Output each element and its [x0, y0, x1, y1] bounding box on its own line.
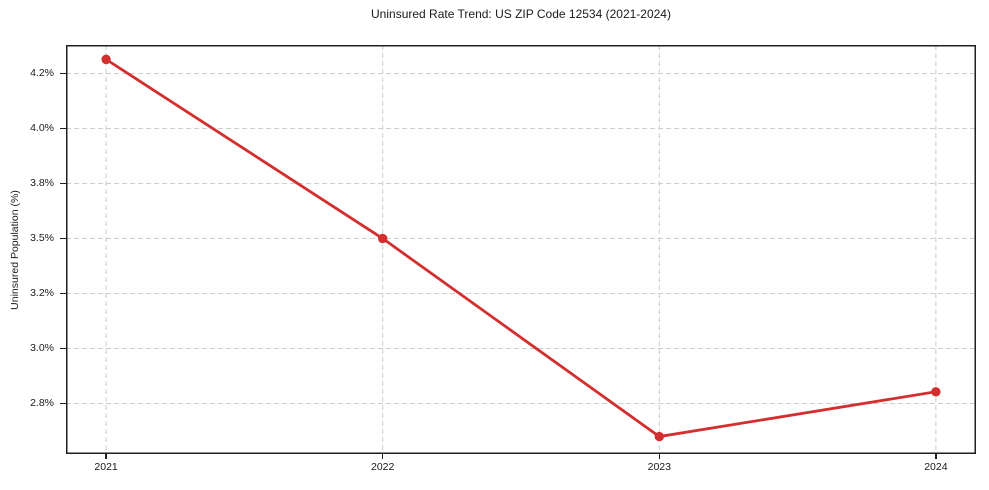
y-tick-label: 4.2% [30, 67, 54, 80]
plot-frame [66, 45, 976, 454]
plot-area [66, 45, 976, 454]
x-tick-label: 2021 [94, 461, 118, 473]
y-tick-mark [60, 402, 66, 405]
x-tick-mark [658, 454, 660, 459]
y-tick-label: 4.0% [30, 122, 54, 135]
y-tick-label: 2.8% [30, 397, 54, 410]
x-tick-mark [382, 454, 384, 459]
data-point-2023 [654, 431, 664, 442]
chart-title: Uninsured Rate Trend: US ZIP Code 12534 … [371, 7, 671, 21]
x-tick-label: 2022 [371, 461, 395, 473]
y-tick-mark [60, 72, 66, 75]
y-tick-mark [60, 347, 66, 350]
y-axis-label: Uninsured Population (%) [6, 45, 23, 454]
y-tick-mark [60, 292, 66, 295]
y-tick-label: 3.5% [30, 232, 54, 245]
data-point-2024 [931, 387, 941, 397]
data-point-2021 [101, 54, 111, 65]
y-tick-mark [60, 182, 66, 185]
data-point-2022 [378, 233, 388, 244]
trend-line [104, 57, 938, 438]
x-tick-mark [935, 454, 937, 459]
y-tick-label: 3.2% [30, 287, 54, 300]
x-tick-label: 2024 [924, 461, 948, 473]
y-tick-label: 3.0% [30, 342, 54, 355]
y-tick-mark [60, 237, 66, 240]
x-tick-mark [105, 454, 107, 459]
y-tick-mark [60, 127, 66, 130]
x-tick-label: 2023 [647, 461, 671, 473]
y-tick-label: 3.8% [30, 177, 54, 190]
